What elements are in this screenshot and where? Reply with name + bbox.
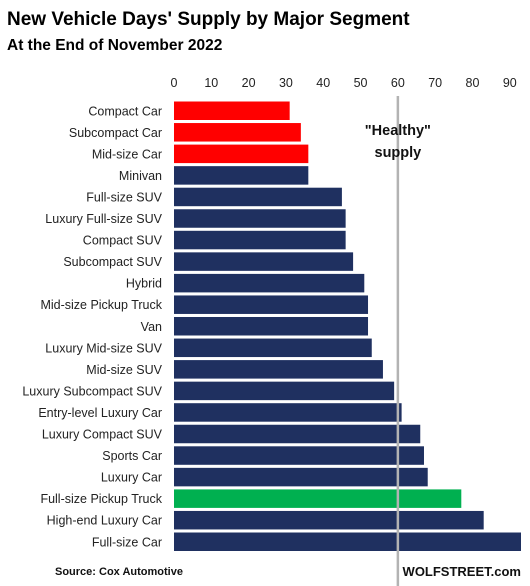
x-tick-label: 70	[428, 76, 442, 90]
bar	[174, 209, 346, 228]
bar	[174, 532, 521, 551]
bar	[174, 489, 462, 508]
x-tick-label: 0	[171, 76, 178, 90]
category-label: Sports Car	[102, 449, 162, 463]
x-tick-label: 10	[204, 76, 218, 90]
category-label: Full-size Car	[92, 535, 162, 549]
bar	[174, 273, 365, 293]
x-tick-label: 90	[503, 76, 517, 90]
bar	[174, 424, 421, 444]
bar	[174, 230, 346, 250]
x-axis-ticks: 0 10 20 30 40 50 60 70 80 90	[171, 76, 517, 90]
category-label: Mid-size SUV	[86, 363, 162, 377]
category-label: Full-size SUV	[86, 190, 162, 204]
category-label: Compact SUV	[83, 234, 163, 248]
x-tick-label: 60	[391, 76, 405, 90]
category-label: Van	[141, 320, 162, 334]
category-label: Full-size Pickup Truck	[40, 492, 162, 506]
bar	[174, 166, 309, 185]
reference-label-line1: "Healthy"	[365, 123, 431, 139]
bar	[174, 317, 369, 336]
bar	[174, 467, 428, 487]
x-tick-label: 80	[466, 76, 480, 90]
source-note: Source: Cox Automotive	[55, 566, 183, 578]
bar	[174, 381, 395, 401]
x-tick-label: 20	[242, 76, 256, 90]
category-label: Subcompact SUV	[63, 255, 162, 269]
bar	[174, 338, 372, 358]
bar	[174, 123, 301, 142]
chart-title: New Vehicle Days' Supply by Major Segmen…	[7, 9, 410, 30]
reference-label-line2: supply	[375, 145, 422, 161]
bar	[174, 295, 369, 314]
x-tick-label: 40	[316, 76, 330, 90]
category-label: Compact Car	[88, 104, 162, 118]
category-label: Luxury Full-size SUV	[45, 212, 162, 226]
bar	[174, 101, 290, 120]
bar	[174, 446, 424, 465]
category-label: Luxury Compact SUV	[42, 428, 163, 442]
bar	[174, 403, 402, 422]
chart-subtitle: At the End of November 2022	[7, 37, 222, 54]
category-label: Luxury Subcompact SUV	[22, 384, 162, 398]
category-label: Mid-size Car	[92, 147, 162, 161]
bar	[174, 252, 354, 271]
bar	[174, 187, 342, 207]
x-tick-label: 30	[279, 76, 293, 90]
bar	[174, 510, 484, 530]
x-tick-label: 50	[354, 76, 368, 90]
brand-label: WOLFSTREET.com	[403, 564, 521, 579]
category-label: Entry-level Luxury Car	[38, 406, 162, 420]
category-label: Subcompact Car	[69, 126, 162, 140]
bars	[174, 101, 521, 551]
category-label: Mid-size Pickup Truck	[40, 298, 162, 312]
category-labels: Compact Car Subcompact Car Mid-size Car Min…	[22, 104, 162, 549]
category-label: Minivan	[119, 169, 162, 183]
category-label: High-end Luxury Car	[47, 514, 162, 528]
category-label: Luxury Mid-size SUV	[45, 341, 162, 355]
category-label: Hybrid	[126, 277, 162, 291]
category-label: Luxury Car	[101, 471, 162, 485]
bar	[174, 144, 309, 164]
bar	[174, 360, 383, 379]
